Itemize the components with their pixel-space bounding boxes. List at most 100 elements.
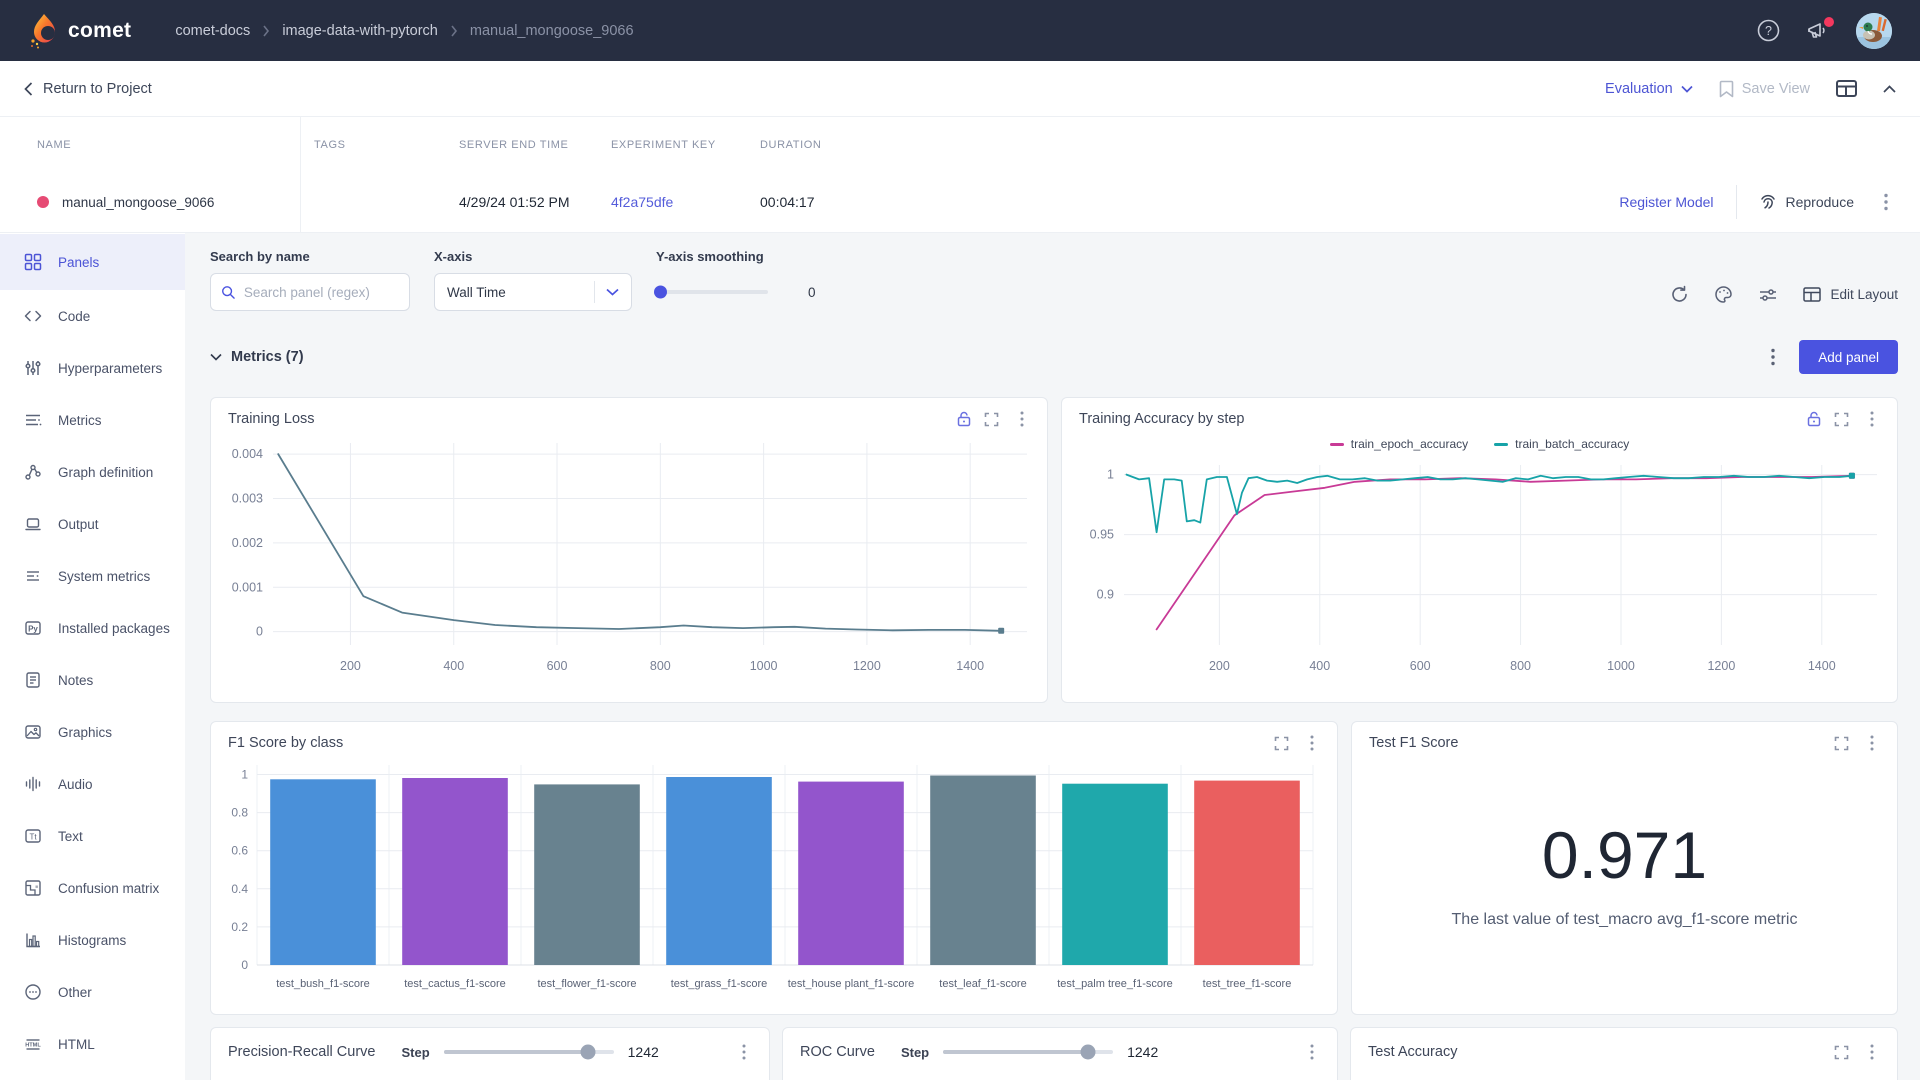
svg-text:400: 400 <box>1309 659 1330 673</box>
breadcrumb-separator-icon <box>262 25 270 37</box>
legend-item-batch-accuracy[interactable]: train_batch_accuracy <box>1494 437 1629 451</box>
sidebar-item-label: Notes <box>58 673 93 688</box>
edit-layout-button[interactable]: Edit Layout <box>1803 287 1898 302</box>
expand-icon <box>1834 412 1849 427</box>
refresh-button[interactable] <box>1670 285 1689 304</box>
collapse-header-button[interactable] <box>1883 85 1896 93</box>
view-selector-dropdown[interactable]: Evaluation <box>1605 81 1693 97</box>
panel-menu-button[interactable] <box>1862 1044 1882 1060</box>
breadcrumb-workspace[interactable]: comet-docs <box>175 23 250 39</box>
legend-label: train_batch_accuracy <box>1515 437 1629 451</box>
svg-text:0.8: 0.8 <box>231 806 248 820</box>
text-icon: Tt <box>23 826 43 846</box>
step-slider[interactable] <box>444 1050 614 1054</box>
panel-title: Training Accuracy by step <box>1079 411 1244 427</box>
xaxis-select[interactable]: Wall Time <box>434 273 632 311</box>
sidebar-item-metrics[interactable]: Metrics <box>0 394 185 446</box>
sidebar-item-code[interactable]: Code <box>0 290 185 342</box>
expand-panel-button[interactable] <box>1834 1045 1849 1060</box>
sidebar-item-panels[interactable]: Panels <box>0 234 185 290</box>
add-panel-button[interactable]: Add panel <box>1799 340 1898 374</box>
reproduce-button[interactable]: Reproduce <box>1759 193 1855 211</box>
svg-text:Tt: Tt <box>29 832 37 841</box>
legend-item-epoch-accuracy[interactable]: train_epoch_accuracy <box>1330 437 1468 451</box>
step-slider[interactable] <box>943 1050 1113 1054</box>
lock-icon <box>1807 411 1821 427</box>
sidebar-item-system-metrics[interactable]: System metrics <box>0 550 185 602</box>
return-to-project-button[interactable]: Return to Project <box>24 81 152 97</box>
expand-panel-button[interactable] <box>1274 736 1289 751</box>
sidebar-item-histograms[interactable]: Histograms <box>0 914 185 966</box>
sidebar-item-hyperparameters[interactable]: Hyperparameters <box>0 342 185 394</box>
smoothing-slider-handle[interactable] <box>654 286 667 299</box>
svg-text:1: 1 <box>1107 468 1114 482</box>
svg-text:0.4: 0.4 <box>231 882 248 896</box>
color-palette-button[interactable] <box>1714 285 1733 304</box>
sidebar-item-label: Output <box>58 517 99 532</box>
layout-view-button[interactable] <box>1836 80 1857 97</box>
panels-controls-row: Search by name X-axis Wall Time Y-axis s… <box>210 249 1898 311</box>
svg-text:?: ? <box>1765 24 1772 38</box>
breadcrumb-experiment[interactable]: manual_mongoose_9066 <box>470 23 634 39</box>
announcements-button[interactable] <box>1806 20 1830 42</box>
step-slider-handle[interactable] <box>581 1045 596 1060</box>
lock-panel-button[interactable] <box>1807 411 1821 427</box>
precision-recall-curve-panel: Precision-Recall Curve Step 1242 <box>210 1027 770 1080</box>
ellipsis-circle-icon <box>23 982 43 1002</box>
kebab-menu-icon <box>742 1044 746 1060</box>
kebab-menu-icon <box>1771 348 1775 366</box>
user-avatar[interactable] <box>1856 13 1892 49</box>
panel-title: Precision-Recall Curve <box>228 1044 375 1060</box>
sidebar-item-audio[interactable]: Audio <box>0 758 185 810</box>
comet-logo[interactable]: comet <box>28 13 131 49</box>
step-slider-handle[interactable] <box>1080 1045 1095 1060</box>
expand-icon <box>1834 1045 1849 1060</box>
svg-text:1: 1 <box>241 768 248 782</box>
expand-panel-button[interactable] <box>1834 736 1849 751</box>
breadcrumb: comet-docs image-data-with-pytorch manua… <box>175 23 633 39</box>
panels-icon <box>23 252 43 272</box>
register-model-button[interactable]: Register Model <box>1619 194 1713 210</box>
panel-search-input[interactable] <box>244 285 399 300</box>
panel-menu-button[interactable] <box>1862 735 1882 751</box>
experiment-name[interactable]: manual_mongoose_9066 <box>62 195 214 210</box>
sidebar-item-output[interactable]: Output <box>0 498 185 550</box>
sidebar-item-notes[interactable]: Notes <box>0 654 185 706</box>
sidebar-item-graph-definition[interactable]: Graph definition <box>0 446 185 498</box>
svg-text:1400: 1400 <box>956 659 984 673</box>
row-menu-button[interactable] <box>1876 193 1896 211</box>
save-view-button[interactable]: Save View <box>1719 80 1810 98</box>
sidebar-item-graphics[interactable]: Graphics <box>0 706 185 758</box>
help-icon: ? <box>1757 19 1780 42</box>
sidebar-item-label: Histograms <box>58 933 126 948</box>
panel-menu-button[interactable] <box>1302 1044 1322 1060</box>
notification-badge <box>1824 17 1834 27</box>
chart-settings-button[interactable] <box>1758 286 1778 304</box>
filter-sliders-icon <box>1758 286 1778 304</box>
sidebar-item-confusion-matrix[interactable]: Confusion matrix <box>0 862 185 914</box>
panel-menu-button[interactable] <box>1302 735 1322 751</box>
experiment-key-link[interactable]: 4f2a75dfe <box>611 194 673 210</box>
sidebar-item-installed-packages[interactable]: Py Installed packages <box>0 602 185 654</box>
panel-menu-button[interactable] <box>1012 411 1032 427</box>
section-menu-button[interactable] <box>1763 348 1783 366</box>
svg-text:0.003: 0.003 <box>232 491 263 505</box>
kebab-menu-icon <box>1020 411 1024 427</box>
lock-panel-button[interactable] <box>957 411 971 427</box>
panel-menu-button[interactable] <box>734 1044 754 1060</box>
sidebar-item-other[interactable]: Other <box>0 966 185 1018</box>
sidebar-item-html[interactable]: HTML HTML <box>0 1018 185 1070</box>
smoothing-slider[interactable] <box>656 290 768 294</box>
expand-panel-button[interactable] <box>984 412 999 427</box>
training-accuracy-chart[interactable]: 2004006008001000120014000.90.951 <box>1062 455 1897 685</box>
sidebar-item-text[interactable]: Tt Text <box>0 810 185 862</box>
training-loss-chart[interactable]: 20040060080010001200140000.0010.0020.003… <box>211 433 1047 685</box>
breadcrumb-project[interactable]: image-data-with-pytorch <box>282 23 438 39</box>
python-packages-icon: Py <box>23 618 43 638</box>
panel-menu-button[interactable] <box>1862 411 1882 427</box>
expand-panel-button[interactable] <box>1834 412 1849 427</box>
experiment-color-dot <box>37 196 49 208</box>
f1-score-bar-chart[interactable]: 00.20.40.60.81test_bush_f1-scoretest_cac… <box>211 757 1337 1001</box>
metrics-section-toggle[interactable]: Metrics (7) <box>210 349 304 365</box>
help-button[interactable]: ? <box>1757 19 1780 42</box>
